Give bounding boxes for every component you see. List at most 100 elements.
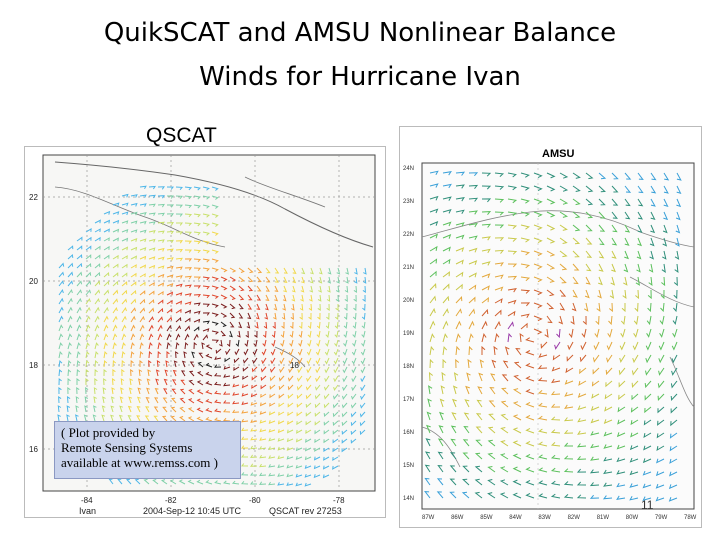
qscat-inner-label: 18: [290, 361, 299, 370]
wind-barb: [442, 345, 448, 356]
wind-barb: [247, 267, 254, 274]
wind-barb: [260, 375, 267, 382]
wind-barb: [663, 211, 669, 221]
wind-barb: [202, 334, 208, 341]
wind-barb: [350, 429, 357, 436]
wind-barb: [442, 258, 451, 265]
wind-barb: [139, 229, 147, 234]
wind-barb: [650, 198, 656, 207]
wind-barb: [342, 384, 348, 392]
wind-barb: [278, 411, 285, 416]
wind-barb: [507, 299, 517, 305]
wind-barb: [450, 438, 457, 447]
wind-barb: [304, 473, 312, 478]
wind-barb: [512, 466, 522, 473]
wind-barb: [247, 285, 254, 292]
wind-barb: [117, 478, 123, 485]
wind-barb: [624, 224, 631, 233]
wind-barb: [130, 333, 136, 341]
wind-barb: [455, 271, 464, 278]
wind-barb: [166, 186, 174, 190]
wind-barb: [277, 482, 285, 486]
wind-barb: [76, 289, 82, 296]
wind-barb: [292, 276, 297, 284]
amsu-title: AMSU: [542, 148, 574, 160]
wind-barb: [488, 400, 496, 408]
wind-barb: [269, 402, 276, 407]
wind-barb: [85, 227, 92, 233]
wind-barb: [76, 368, 81, 377]
wind-barb: [94, 306, 100, 314]
wind-barb: [66, 396, 71, 404]
wind-barb: [196, 398, 204, 404]
wind-barb: [175, 231, 183, 235]
wind-barb: [649, 250, 654, 260]
wind-barb: [427, 398, 432, 408]
wind-barb: [58, 396, 62, 404]
wind-barb: [94, 368, 98, 377]
wind-barb: [232, 383, 240, 388]
wind-barb: [428, 385, 433, 395]
wind-barb: [315, 348, 321, 356]
wind-barb: [674, 250, 680, 260]
wind-barb: [271, 339, 276, 347]
wind-barb: [345, 276, 349, 284]
wind-barb: [238, 321, 243, 329]
wind-barb: [341, 420, 348, 427]
wind-barb: [130, 359, 134, 368]
wind-barb: [306, 357, 312, 365]
wind-barb: [67, 245, 74, 251]
wind-barb: [229, 330, 233, 338]
wind-barb: [500, 413, 509, 421]
wind-barb: [637, 185, 644, 194]
wind-barb: [546, 302, 555, 310]
wind-barb: [507, 172, 517, 178]
wind-barb: [202, 328, 210, 332]
wind-barb: [148, 238, 156, 243]
wind-barb: [324, 384, 330, 391]
wind-barb: [287, 411, 294, 417]
wind-barb: [196, 380, 204, 386]
wind-barb: [250, 428, 258, 432]
wind-barb: [629, 496, 639, 501]
credit-box: ( Plot provided by Remote Sensing System…: [54, 421, 241, 479]
wind-barb: [179, 406, 186, 413]
wind-barb: [184, 195, 193, 200]
wind-barb: [175, 240, 183, 244]
wind-barb: [675, 211, 681, 221]
wind-barb: [481, 236, 491, 241]
wind-barb: [589, 482, 600, 487]
wind-barb: [579, 354, 587, 363]
amsu-lat-tick: 23N: [403, 199, 414, 205]
wind-barb: [58, 280, 64, 287]
wind-barb: [268, 437, 276, 442]
wind-barb: [139, 290, 146, 296]
wind-barb: [537, 402, 548, 408]
wind-barb: [121, 263, 128, 269]
wind-barb: [490, 373, 496, 382]
wind-barb: [179, 416, 186, 422]
wind-barb: [76, 315, 82, 323]
wind-barb: [202, 267, 210, 272]
wind-barb: [507, 321, 514, 330]
wind-barb: [624, 185, 632, 193]
wind-barb: [442, 209, 452, 214]
wind-barb: [202, 213, 210, 218]
wind-barb: [157, 256, 165, 261]
wind-barb: [166, 282, 174, 287]
wind-barb: [499, 466, 509, 473]
wind-barb: [279, 366, 285, 374]
wind-barb: [429, 320, 436, 330]
wind-barb: [474, 491, 483, 499]
wind-barb: [103, 351, 108, 359]
wind-barb: [476, 399, 483, 408]
wind-barb: [139, 273, 146, 278]
wind-barb: [175, 325, 181, 332]
wind-barb: [468, 197, 479, 202]
wind-barb: [101, 405, 106, 413]
wind-barb: [112, 324, 118, 332]
wind-barb: [475, 413, 483, 421]
wind-barb: [263, 321, 268, 329]
wind-barb: [272, 321, 276, 329]
wind-barb: [661, 276, 666, 287]
